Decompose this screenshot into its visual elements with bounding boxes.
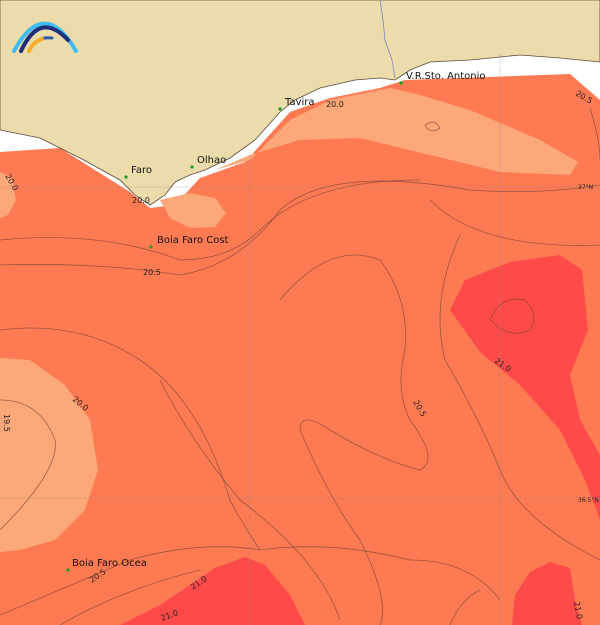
- land: [0, 0, 600, 206]
- place-label-tavira[interactable]: Tavira: [284, 97, 315, 108]
- lat-label-37: 37°N: [578, 184, 593, 191]
- contour-label: 20.0: [132, 196, 150, 205]
- isotherm-contours: [0, 107, 600, 625]
- contour-label: 19.5: [2, 414, 11, 432]
- sea-cool-region: [160, 193, 226, 228]
- sea-warm-region: [120, 557, 305, 625]
- place-label-boia-faro-ocea[interactable]: Boia Faro Ocea: [72, 558, 147, 569]
- sea-mid-region: [0, 74, 600, 625]
- contour-label: 21.0: [572, 601, 584, 620]
- place-label-vrsa[interactable]: V.R.Sto. Antonio: [406, 71, 486, 82]
- graticule: [0, 55, 600, 625]
- place-label-boia-faro-cost[interactable]: Boia Faro Cost: [157, 235, 229, 246]
- sea-warm-region: [450, 255, 600, 520]
- river: [379, 0, 396, 79]
- wave-arcs-logo: [12, 21, 78, 53]
- sea-cool-region: [0, 172, 16, 218]
- contour-label: 20.5: [143, 268, 161, 277]
- sea-warm-region: [512, 562, 582, 625]
- sea-cool-region: [215, 88, 578, 175]
- contour-label: 20.0: [326, 100, 344, 109]
- place-label-faro[interactable]: Faro: [131, 165, 152, 176]
- lat-label-36-5: 36.5°N: [578, 497, 599, 504]
- place-label-olhao[interactable]: Olhao: [197, 155, 226, 166]
- station-markers: [66, 81, 403, 572]
